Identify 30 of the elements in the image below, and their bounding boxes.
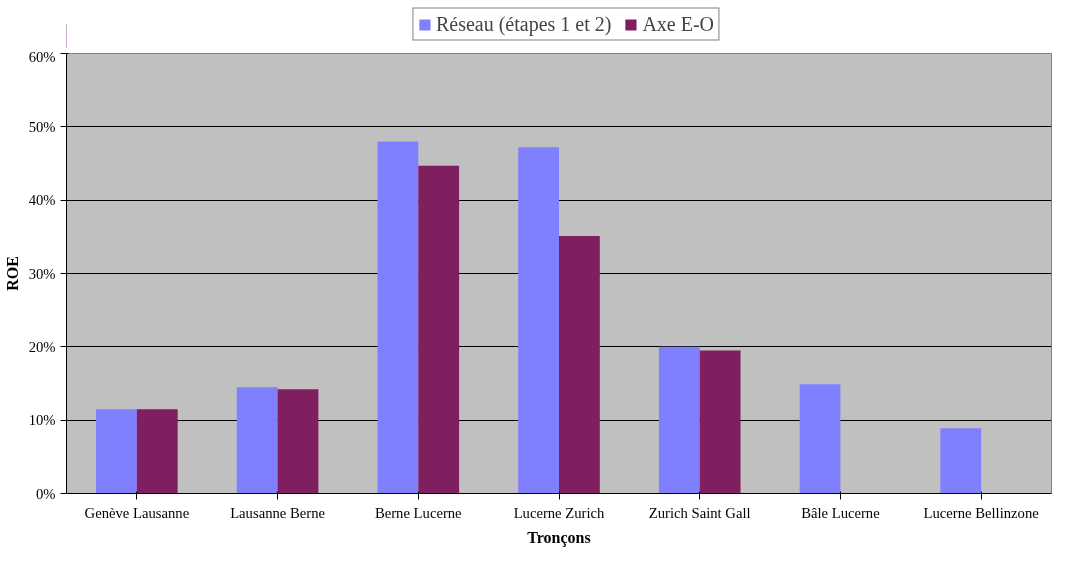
bar [96, 409, 137, 494]
bar [518, 147, 559, 494]
y-tick-label: 60% [28, 48, 56, 65]
y-tick-label: 20% [28, 338, 56, 355]
x-tick-label: Genève Lausanne [84, 504, 190, 521]
bar [658, 346, 700, 494]
bar [377, 141, 419, 494]
bar [136, 409, 178, 494]
bar [699, 350, 741, 494]
x-tick-label: Bâle Lucerne [801, 504, 880, 521]
x-axis-title: Tronçons [527, 528, 591, 547]
x-tick-label: Lucerne Bellinzone [923, 504, 1039, 521]
x-tick-label: Lucerne Zurich [513, 504, 606, 521]
y-tick-label: 0% [35, 485, 56, 502]
legend-label: Axe E-O [642, 12, 715, 36]
bar [277, 389, 319, 494]
y-tick-label: 40% [28, 192, 56, 209]
x-tick-label: Lausanne Berne [230, 504, 325, 521]
y-tick-label: 10% [28, 412, 56, 429]
x-tick-label: Zurich Saint Gall [648, 504, 751, 521]
y-tick-label: 50% [28, 118, 56, 135]
bar [236, 387, 278, 494]
bar [940, 428, 982, 494]
bar [559, 236, 600, 494]
legend-label: Réseau (étapes 1 et 2) [435, 12, 612, 36]
bar [418, 165, 460, 494]
bar [799, 384, 841, 494]
y-axis-title: ROE [3, 256, 21, 291]
y-tick-label: 30% [28, 265, 56, 282]
x-tick-label: Berne Lucerne [374, 504, 462, 521]
